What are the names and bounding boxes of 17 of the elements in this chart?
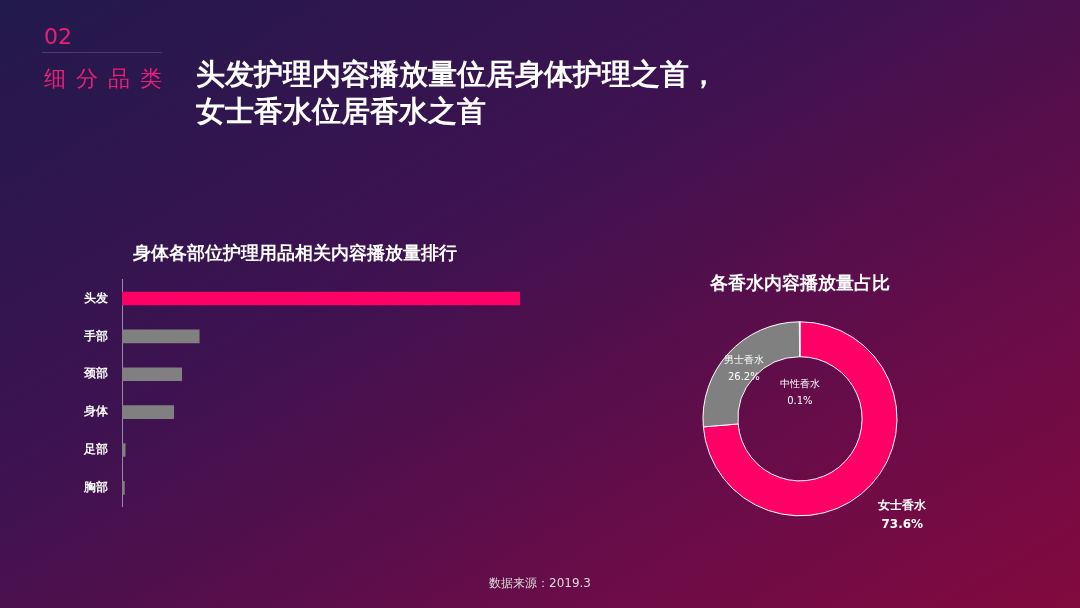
slice-label: 男士香水	[723, 354, 764, 366]
text: 细分品类	[44, 65, 172, 93]
y-tick-label: 手部	[83, 328, 108, 343]
chart-title: 身体各部位护理用品相关内容播放量排行	[132, 242, 457, 264]
y-tick-label: 胸部	[83, 479, 108, 494]
y-tick-label: 身体	[83, 404, 109, 419]
text: 头发护理内容播放量位居身体护理之首，女士香水位居香水之首	[196, 56, 719, 130]
source-note: 数据来源：2019.3	[488, 575, 592, 592]
y-tick-label: 足部	[83, 442, 108, 457]
slice-label: 中性香水	[779, 377, 820, 389]
slice-label: 女士香水	[877, 497, 928, 512]
y-tick-label: 颈部	[83, 366, 108, 381]
text: 02	[44, 24, 72, 49]
chart-title: 各香水内容播放量占比	[709, 272, 890, 294]
data-label: 73.6%	[881, 516, 924, 531]
y-tick-label: 头发	[84, 290, 108, 305]
data-label: 0.1%	[787, 394, 813, 406]
